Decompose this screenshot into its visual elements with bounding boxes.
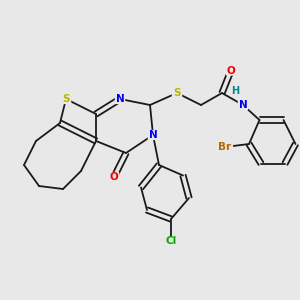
FancyBboxPatch shape [148,130,158,140]
FancyBboxPatch shape [238,100,248,110]
Text: Cl: Cl [165,236,177,247]
FancyBboxPatch shape [217,142,233,152]
FancyBboxPatch shape [172,88,182,98]
FancyBboxPatch shape [163,236,179,247]
FancyBboxPatch shape [109,172,119,182]
FancyBboxPatch shape [115,94,125,104]
Text: N: N [238,100,247,110]
Text: O: O [110,172,118,182]
Text: S: S [173,88,181,98]
Text: S: S [62,94,70,104]
FancyBboxPatch shape [226,65,236,76]
FancyBboxPatch shape [230,86,241,97]
Text: H: H [231,86,240,97]
Text: N: N [148,130,158,140]
Text: O: O [226,65,236,76]
Text: N: N [116,94,124,104]
Text: Br: Br [218,142,232,152]
FancyBboxPatch shape [61,94,71,104]
